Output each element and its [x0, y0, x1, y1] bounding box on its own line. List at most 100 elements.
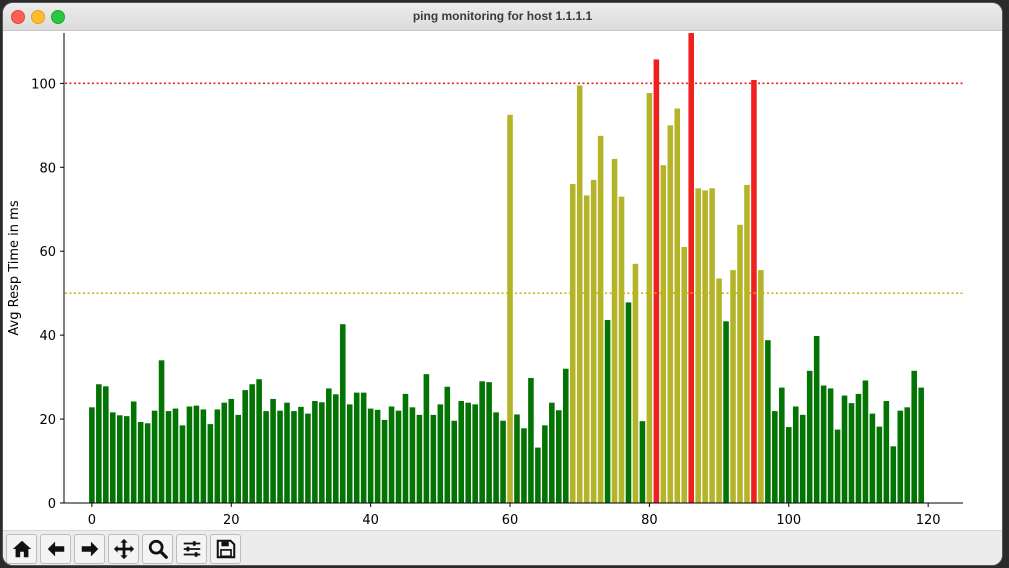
bar — [430, 414, 437, 503]
bar — [632, 263, 639, 503]
title-bar: ping monitoring for host 1.1.1.1 — [3, 3, 1002, 31]
bar — [409, 407, 416, 503]
bar — [562, 368, 569, 503]
bar — [333, 394, 339, 503]
bar — [179, 425, 186, 503]
bar — [709, 188, 715, 503]
bar — [890, 446, 897, 503]
bar — [667, 125, 674, 504]
bar — [96, 384, 102, 503]
bar — [479, 381, 485, 503]
navigation-toolbar — [3, 530, 1002, 565]
bar — [339, 324, 346, 503]
magnifier-icon — [148, 539, 168, 559]
bar — [597, 135, 604, 503]
bar — [813, 335, 820, 503]
y-tick-label: 60 — [39, 245, 56, 260]
bar — [569, 184, 576, 504]
bar — [256, 379, 262, 503]
bar — [841, 395, 848, 503]
bar — [918, 387, 924, 503]
bar — [423, 374, 430, 503]
bar — [130, 401, 137, 503]
bar — [702, 190, 708, 503]
bar — [751, 80, 757, 503]
y-tick-label: 0 — [48, 497, 56, 512]
bar — [123, 416, 130, 503]
bar — [172, 408, 179, 503]
configure-subplots-button[interactable] — [176, 534, 207, 564]
move-icon — [113, 538, 134, 560]
bar — [674, 108, 681, 504]
bar — [402, 393, 409, 503]
maximize-window-button[interactable] — [51, 10, 65, 24]
x-tick-label: 60 — [502, 513, 519, 528]
bar — [556, 410, 562, 503]
close-window-button[interactable] — [11, 10, 25, 24]
bar — [214, 409, 221, 503]
pan-button[interactable] — [108, 534, 139, 564]
minimize-window-button[interactable] — [31, 10, 45, 24]
y-tick-label: 100 — [31, 77, 56, 92]
bar-chart[interactable]: 0 20 40 60 80 100 120 0 20 40 60 80 100 Avg Resp Time… — [3, 31, 1002, 530]
bar — [834, 429, 841, 503]
bar — [590, 179, 597, 503]
bar — [193, 405, 200, 503]
bar — [904, 407, 911, 503]
bar — [416, 414, 423, 503]
back-button[interactable] — [40, 534, 71, 564]
bar — [681, 247, 688, 503]
bar — [737, 224, 743, 503]
arrow-right-icon — [81, 541, 98, 557]
bar — [806, 370, 813, 503]
arrow-left-icon — [47, 541, 64, 557]
y-tick-label: 80 — [39, 161, 56, 176]
bar — [381, 419, 388, 503]
x-tick-label: 20 — [223, 513, 240, 528]
bar — [514, 414, 520, 503]
bar — [897, 410, 904, 503]
bar — [465, 402, 471, 503]
bar — [437, 404, 444, 503]
bar — [576, 85, 583, 503]
bar — [549, 402, 555, 503]
bar — [207, 424, 214, 503]
bar — [625, 302, 632, 503]
home-button[interactable] — [6, 534, 37, 564]
bar — [730, 270, 736, 503]
bar — [444, 386, 451, 503]
bar — [235, 414, 242, 503]
bar — [360, 392, 367, 503]
zoom-button[interactable] — [142, 534, 173, 564]
bar — [270, 398, 276, 503]
bar — [486, 382, 492, 503]
bar — [744, 184, 750, 504]
save-button[interactable] — [210, 534, 241, 564]
bar — [862, 380, 869, 503]
x-tick-label: 80 — [641, 513, 658, 528]
bar — [646, 93, 653, 504]
bar — [535, 447, 541, 503]
bar — [353, 392, 360, 503]
bar — [883, 401, 890, 503]
bar — [604, 320, 611, 503]
bar — [249, 384, 255, 503]
x-tick-label: 0 — [88, 513, 96, 528]
bar — [242, 390, 248, 503]
bar — [542, 425, 548, 503]
bar — [305, 413, 311, 503]
bar — [158, 360, 165, 503]
bar — [451, 420, 458, 503]
bar — [395, 410, 402, 503]
forward-button[interactable] — [74, 534, 105, 564]
bar — [500, 420, 506, 503]
bar — [695, 188, 701, 503]
bar — [639, 421, 646, 503]
window-title: ping monitoring for host 1.1.1.1 — [412, 9, 593, 23]
x-tick-label: 100 — [776, 513, 801, 528]
bar — [869, 413, 876, 503]
bar — [221, 402, 228, 503]
bar — [827, 388, 834, 503]
app-window: ping monitoring for host 1.1.1.1 0 20 40 60… — [3, 3, 1002, 565]
bar — [792, 406, 799, 503]
